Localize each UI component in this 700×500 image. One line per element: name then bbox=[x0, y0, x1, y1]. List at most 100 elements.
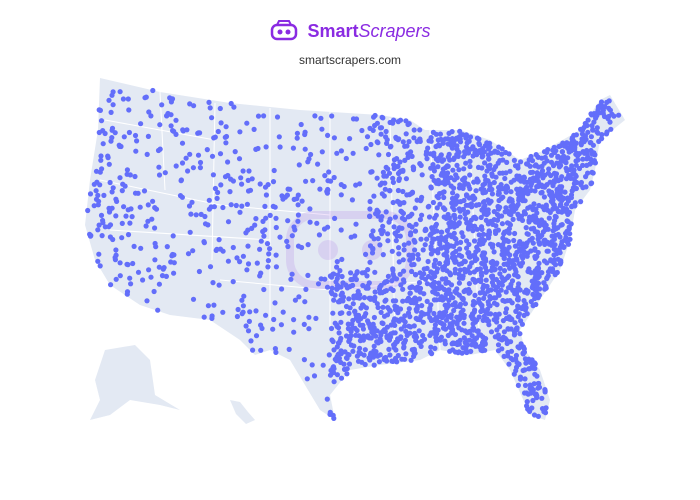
location-point bbox=[395, 310, 401, 316]
location-point bbox=[498, 287, 504, 293]
location-point bbox=[508, 179, 514, 185]
location-point bbox=[257, 181, 263, 187]
location-point bbox=[395, 187, 401, 194]
location-point bbox=[515, 382, 522, 388]
location-point bbox=[383, 297, 389, 303]
location-point bbox=[428, 344, 434, 350]
location-point bbox=[406, 306, 412, 312]
location-point bbox=[535, 265, 542, 272]
location-point bbox=[432, 345, 438, 351]
location-point bbox=[354, 269, 360, 275]
location-point bbox=[500, 157, 506, 163]
brand-logo[interactable]: SmartScrapers bbox=[269, 20, 431, 42]
location-point bbox=[604, 129, 610, 135]
location-point bbox=[431, 248, 437, 254]
location-point bbox=[592, 160, 599, 166]
location-point bbox=[260, 228, 266, 235]
location-point bbox=[156, 281, 162, 287]
location-point bbox=[436, 260, 443, 267]
location-point bbox=[517, 287, 523, 293]
location-point bbox=[544, 260, 550, 266]
location-point bbox=[493, 287, 499, 293]
location-point bbox=[331, 135, 337, 141]
location-point bbox=[272, 346, 278, 352]
location-point bbox=[495, 332, 501, 338]
location-point bbox=[431, 297, 437, 303]
location-point bbox=[292, 227, 298, 233]
location-point bbox=[429, 275, 435, 281]
location-point bbox=[504, 298, 510, 304]
location-point bbox=[124, 289, 131, 295]
location-point bbox=[407, 290, 413, 296]
location-point bbox=[243, 323, 249, 329]
location-point bbox=[134, 138, 140, 144]
location-point bbox=[570, 138, 577, 144]
location-point bbox=[274, 114, 281, 120]
location-point bbox=[490, 242, 496, 248]
location-point bbox=[442, 341, 448, 347]
location-point bbox=[568, 221, 574, 227]
brand-bold: Smart bbox=[307, 20, 359, 41]
location-point bbox=[373, 349, 379, 355]
location-point bbox=[525, 406, 531, 412]
location-point bbox=[445, 154, 451, 160]
location-point bbox=[537, 241, 543, 247]
location-point bbox=[207, 264, 214, 270]
location-point bbox=[518, 159, 524, 165]
location-point bbox=[206, 197, 212, 203]
location-point bbox=[552, 242, 558, 248]
location-point bbox=[590, 142, 597, 148]
location-point bbox=[392, 322, 398, 328]
location-point bbox=[282, 194, 288, 200]
location-point bbox=[87, 191, 94, 197]
location-point bbox=[257, 246, 263, 252]
location-point bbox=[157, 146, 163, 152]
location-point bbox=[227, 189, 233, 195]
location-point bbox=[370, 330, 376, 337]
location-point bbox=[435, 247, 441, 253]
location-point bbox=[258, 270, 264, 276]
location-point bbox=[463, 216, 469, 222]
location-point bbox=[491, 267, 497, 273]
location-point bbox=[447, 232, 453, 238]
location-point bbox=[271, 316, 277, 323]
location-point bbox=[401, 268, 407, 274]
location-point bbox=[551, 179, 558, 185]
location-point bbox=[521, 249, 527, 255]
location-point bbox=[400, 188, 406, 195]
location-point bbox=[354, 327, 360, 334]
location-point bbox=[541, 194, 548, 200]
location-point bbox=[387, 216, 393, 222]
location-point bbox=[450, 167, 456, 173]
location-point bbox=[215, 128, 221, 135]
location-point bbox=[362, 347, 368, 353]
location-point bbox=[564, 140, 570, 146]
location-point bbox=[488, 150, 494, 156]
location-point bbox=[534, 210, 540, 216]
location-point bbox=[96, 222, 102, 228]
location-point bbox=[537, 234, 543, 240]
location-point bbox=[487, 144, 493, 150]
location-point bbox=[324, 284, 331, 290]
location-point bbox=[240, 253, 246, 259]
location-point bbox=[482, 189, 488, 195]
location-point bbox=[440, 140, 446, 146]
location-point bbox=[332, 292, 338, 298]
location-point bbox=[599, 132, 605, 138]
location-point bbox=[349, 197, 355, 203]
location-point bbox=[362, 361, 368, 368]
location-point bbox=[341, 361, 347, 367]
location-point bbox=[379, 290, 385, 296]
location-point bbox=[326, 169, 332, 175]
location-point bbox=[93, 168, 100, 174]
location-point bbox=[322, 173, 328, 179]
location-point bbox=[456, 271, 462, 277]
location-point bbox=[556, 164, 563, 170]
location-point bbox=[428, 317, 434, 324]
location-point bbox=[548, 159, 555, 165]
location-point bbox=[470, 338, 476, 344]
location-point bbox=[404, 192, 410, 198]
location-point bbox=[422, 276, 429, 282]
location-point bbox=[411, 135, 417, 141]
location-point bbox=[451, 207, 457, 213]
